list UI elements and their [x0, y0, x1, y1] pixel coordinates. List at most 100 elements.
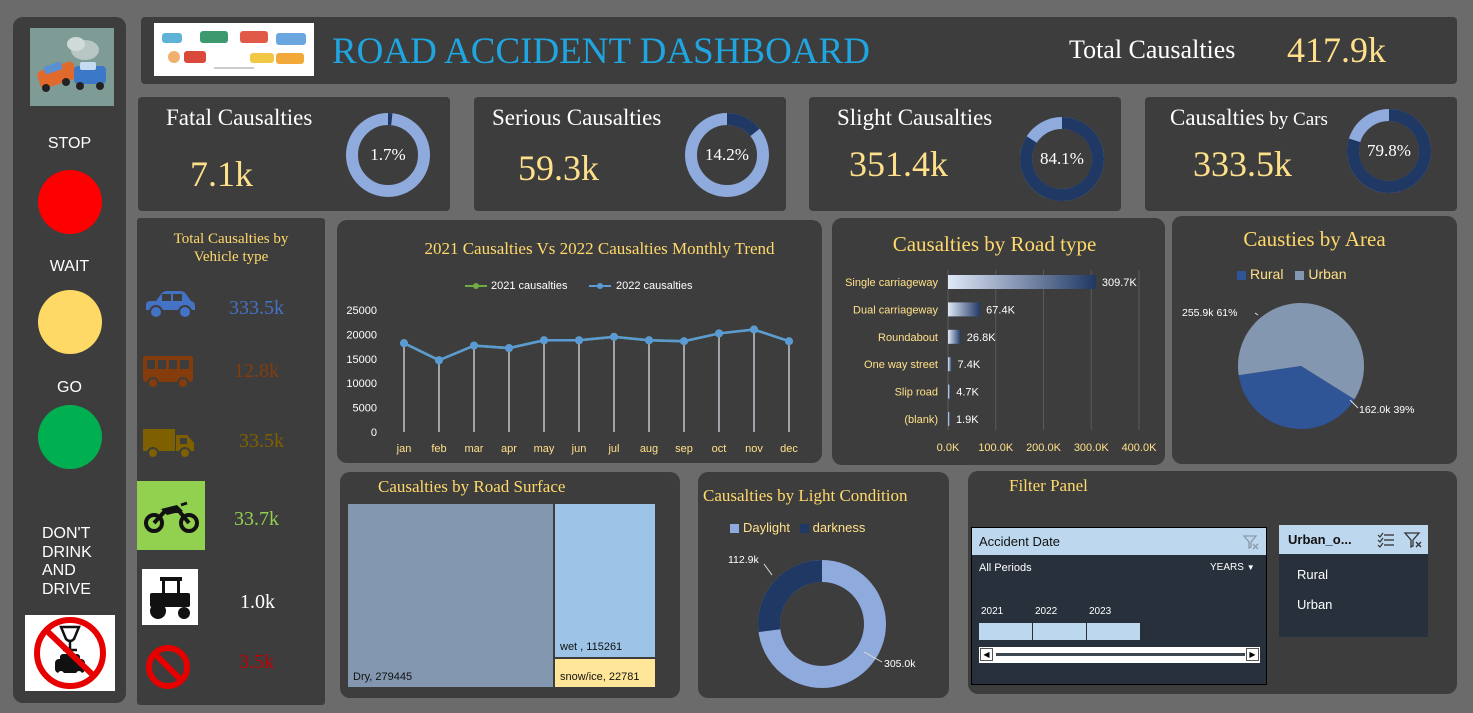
daylight-legend-swatch: [730, 524, 739, 534]
slicer-item-rural[interactable]: Rural: [1297, 567, 1329, 582]
accident-date-slicer: Accident Date All Periods YEARS ▼ 2021 2…: [971, 527, 1267, 685]
urban-legend-label: Urban: [1308, 266, 1347, 282]
series-line-1: [403, 328, 790, 362]
leader-line: [863, 651, 883, 663]
x-tick-label: 100.0K: [978, 442, 1014, 454]
treemap-cell-wet: wet , 115261: [555, 504, 655, 657]
bus-icon: [143, 356, 193, 389]
filter-panel: Filter Panel Accident Date All Periods Y…: [968, 471, 1457, 694]
bar: [948, 357, 952, 372]
series-point-1: [540, 336, 548, 345]
x-tick-label: 200.0K: [1026, 442, 1062, 454]
vehicle-title-line-1: Total Causalties by: [173, 231, 289, 247]
accident-date-title: Accident Date: [979, 534, 1060, 549]
vehicle-car-value: 333.5k: [229, 297, 284, 319]
scroll-right-icon[interactable]: ▶: [1246, 648, 1259, 661]
leader-line: [1349, 399, 1359, 409]
header-image: [154, 23, 314, 76]
kpi-slight-value: 351.4k: [849, 144, 948, 184]
x-tick-label: oct: [712, 443, 727, 455]
x-tick-label: mar: [465, 443, 484, 455]
header: ROAD ACCIDENT DASHBOARD Total Causalties…: [141, 17, 1457, 84]
light-condition-donut: 112.9k 305.0k: [728, 554, 916, 688]
slicer-item-urban[interactable]: Urban: [1297, 597, 1333, 612]
crash-logo: [30, 28, 114, 106]
motorcycle-tile: [137, 481, 205, 550]
dashboard-title: ROAD ACCIDENT DASHBOARD: [332, 31, 870, 72]
road-type-panel: Causalties by Road type 0.0K 100.0K 200.0K…: [832, 218, 1165, 465]
road-surface-panel: Causalties by Road Surface Dry, 279445 we…: [340, 472, 680, 698]
yellow-light-icon: [38, 290, 102, 354]
legend-2022-marker: [597, 283, 603, 289]
red-light-icon: [38, 170, 102, 234]
area-legend: Rural Urban: [1237, 266, 1347, 282]
vehicle-title-line-2: Vehicle type: [193, 249, 269, 265]
years-dropdown[interactable]: YEARS ▼: [1210, 562, 1255, 573]
bar: [948, 275, 1096, 289]
clear-urban-filter-icon[interactable]: [1403, 530, 1423, 550]
monthly-trend-panel: 2021 Causalties Vs 2022 Causalties Month…: [337, 220, 822, 463]
sidebar: STOP WAIT GO DON'T DRINK AND DRIVE: [13, 17, 126, 703]
rural-legend-label: Rural: [1250, 266, 1284, 282]
clear-filter-icon[interactable]: [1242, 533, 1260, 551]
category-label: Single carriageway: [845, 277, 938, 289]
timeline-scrollbar[interactable]: ◀ ▶: [979, 647, 1260, 663]
year-2021-bar[interactable]: [979, 623, 1032, 640]
truck-icon: [143, 429, 194, 459]
x-tick-label: may: [534, 443, 555, 455]
rural-legend-swatch: [1237, 270, 1246, 280]
series-point-1: [470, 341, 478, 350]
motorcycle-icon: [144, 501, 199, 533]
series-point-1: [715, 329, 723, 338]
kpi-cars-title: Causalties by Cars: [1170, 105, 1328, 131]
leader-line: [1254, 312, 1259, 316]
darkness-legend-label: darkness: [812, 520, 866, 535]
y-tick-label: 15000: [346, 354, 377, 366]
kpi-cars-value: 333.5k: [1193, 144, 1292, 184]
vehicle-tractor-value: 1.0k: [240, 591, 275, 613]
bar: [948, 329, 961, 344]
donut-percent-arc: [1347, 109, 1431, 193]
multi-select-icon[interactable]: [1377, 531, 1395, 549]
go-label: GO: [57, 379, 82, 396]
y-tick-label: 5000: [353, 403, 377, 415]
y-tick-label: 10000: [346, 378, 377, 390]
leader-line: [763, 563, 773, 576]
urban-slicer: Urban_o... Rural Urban: [1279, 525, 1428, 637]
year-2022-bar[interactable]: [1033, 623, 1086, 640]
dont-line-3: AND: [42, 562, 76, 579]
series-point-1: [400, 339, 408, 348]
treemap-label: wet , 115261: [560, 641, 623, 653]
scroll-left-icon[interactable]: ◀: [980, 648, 993, 661]
x-tick-label: feb: [431, 443, 446, 455]
bar-value-label: 1.9K: [956, 414, 979, 426]
tractor-tile: [142, 569, 198, 625]
donut-label-daylight: 305.0k: [884, 658, 916, 670]
x-tick-label: nov: [745, 443, 763, 455]
y-tick-label: 0: [371, 427, 377, 439]
year-2021-label: 2021: [981, 606, 1004, 617]
year-2023-label: 2023: [1089, 606, 1112, 617]
legend-2021-label: 2021 causalties: [491, 280, 568, 292]
series-line-0: [403, 328, 790, 362]
area-pie-chart: 255.9k 61% 162.0k 39%: [1182, 303, 1414, 430]
pie-label-rural: 162.0k 39%: [1359, 404, 1414, 416]
donut-percent-arc: [726, 113, 760, 137]
bar-value-label: 67.4K: [986, 304, 1015, 316]
kpi-fatal-value: 7.1k: [190, 154, 253, 194]
legend-2021-marker: [473, 283, 479, 289]
kpi-slight: Slight Causalties 351.4k 84.1%: [809, 97, 1121, 211]
green-light-icon: [38, 405, 102, 469]
year-2023-bar[interactable]: [1087, 623, 1140, 640]
series-point-1: [680, 337, 688, 346]
no-entry-icon: [146, 645, 190, 689]
category-label: Roundabout: [878, 332, 938, 344]
legend-2022-label: 2022 causalties: [616, 280, 693, 292]
kpi-serious-title: Serious Causalties: [492, 105, 662, 130]
no-drink-drive-sign: [25, 615, 115, 691]
scrollbar-track[interactable]: [996, 653, 1245, 656]
bar: [948, 302, 981, 317]
kpi-cars-donut: [1347, 109, 1431, 193]
area-title: Causties by Area: [1243, 227, 1386, 251]
stop-label: STOP: [47, 135, 92, 152]
